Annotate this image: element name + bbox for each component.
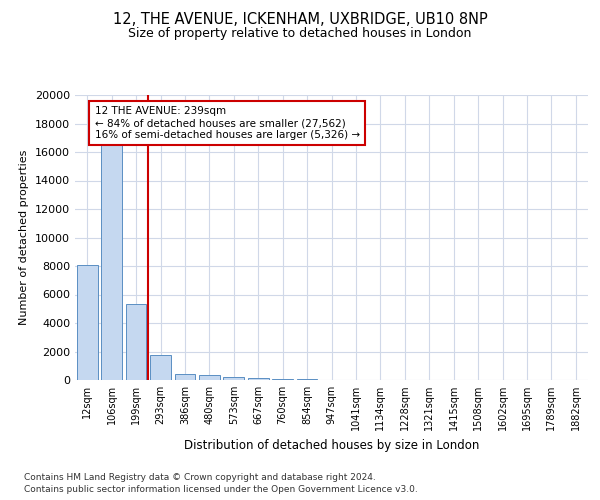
Bar — [150, 355, 171, 380]
Bar — [296, 379, 317, 380]
Bar — [272, 378, 293, 380]
Bar — [199, 376, 220, 380]
Text: Contains HM Land Registry data © Crown copyright and database right 2024.: Contains HM Land Registry data © Crown c… — [24, 472, 376, 482]
Text: Contains public sector information licensed under the Open Government Licence v3: Contains public sector information licen… — [24, 485, 418, 494]
Bar — [101, 144, 122, 380]
Bar — [125, 304, 146, 380]
X-axis label: Distribution of detached houses by size in London: Distribution of detached houses by size … — [184, 438, 479, 452]
Y-axis label: Number of detached properties: Number of detached properties — [19, 150, 29, 325]
Text: Size of property relative to detached houses in London: Size of property relative to detached ho… — [128, 28, 472, 40]
Bar — [223, 377, 244, 380]
Text: 12 THE AVENUE: 239sqm
← 84% of detached houses are smaller (27,562)
16% of semi-: 12 THE AVENUE: 239sqm ← 84% of detached … — [95, 106, 359, 140]
Bar — [77, 266, 98, 380]
Bar — [175, 374, 196, 380]
Text: 12, THE AVENUE, ICKENHAM, UXBRIDGE, UB10 8NP: 12, THE AVENUE, ICKENHAM, UXBRIDGE, UB10… — [113, 12, 487, 28]
Bar — [248, 378, 269, 380]
